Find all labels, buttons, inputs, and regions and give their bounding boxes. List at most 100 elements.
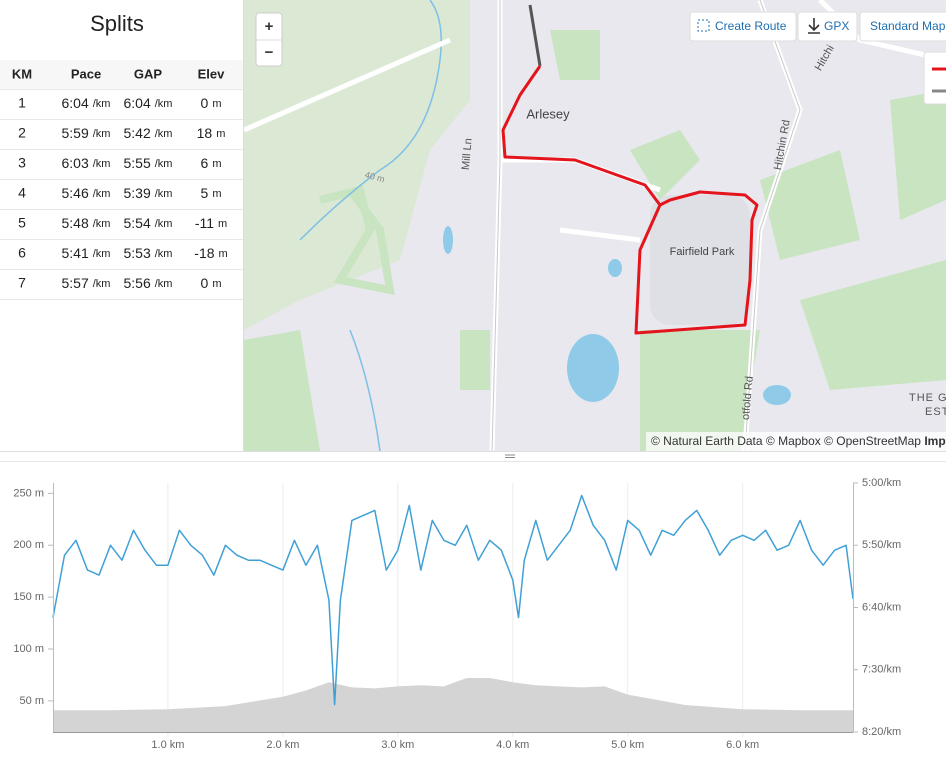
split-value: 5:41 [62,245,89,261]
split-unit: m [212,188,221,200]
y2-tick-label: 5:00/km [862,477,901,489]
map-label: otfold Rd [740,376,756,421]
y-tick-label: 50 m [20,695,44,707]
pace-line [52,494,854,706]
split-unit: /km [93,278,111,290]
x-tick-label: 6.0 km [726,739,759,751]
split-km: 3 [18,155,26,171]
map-label: THE G [909,392,946,404]
split-unit: /km [93,218,111,230]
split-pace: 5:57/km [62,275,111,291]
legend-box [923,51,946,105]
button-label[interactable]: GPX [824,19,849,33]
column-header: Pace [71,66,101,81]
map-route-start [528,4,542,67]
icon [808,18,820,34]
split-value: -11 [195,215,214,231]
split-gap: 5:54/km [124,215,173,231]
split-km: 7 [18,275,26,291]
zoom-in[interactable]: + [265,18,274,35]
x-tick-label: 4.0 km [496,739,529,751]
split-value: 5:48 [62,215,89,231]
split-pace: 6:04/km [62,95,111,111]
split-km: 4 [18,185,26,201]
split-value: 5 [201,185,209,201]
split-unit: m [219,248,228,260]
split-unit: m [212,98,221,110]
x-tick-label: 3.0 km [381,739,414,751]
split-km: 5 [18,215,26,231]
split-value: 5:55 [124,155,151,171]
split-unit: /km [155,278,173,290]
map-label: Arlesey [526,106,570,121]
split-unit: m [216,128,225,140]
attribution-link[interactable]: Imp [924,434,945,448]
table-header [0,60,243,90]
split-elev: -11 m [195,215,227,231]
split-gap: 5:53/km [124,245,173,261]
map-greenery [244,30,946,451]
split-value: 6:04 [124,95,151,111]
split-gap: 5:42/km [124,125,173,141]
map-field [244,0,470,330]
split-km: 2 [18,125,26,141]
y-tick-label: 150 m [13,591,44,603]
icon [697,19,710,32]
y2-tick-label: 8:20/km [862,726,901,738]
map-label: EST [925,406,946,418]
split-pace: 5:46/km [62,185,111,201]
x-tick-label: 2.0 km [266,739,299,751]
create-route-button[interactable] [689,11,797,42]
split-unit: /km [155,158,173,170]
split-km: 1 [18,95,26,111]
split-elev: 18 m [197,125,226,141]
split-unit: /km [93,248,111,260]
button-label[interactable]: Standard Map [870,19,946,33]
y2-tick-label: 7:30/km [862,664,901,676]
x-tick-label: 5.0 km [611,739,644,751]
split-value: 0 [201,275,209,291]
split-value: -18 [194,245,214,261]
elevation-pace-chart: 1.0 km 2.0 km 3.0 km 4.0 km 5.0 km 6.0 km 50 m… [13,477,901,751]
map-lake [608,259,622,277]
column-header: GAP [134,66,163,81]
table-body: 1 6:04/km 6:04/km 0 m2 5:59/km 5:42/km 18 m3 6:03… [0,89,243,300]
split-value: 5:57 [62,275,89,291]
map-label: Mill Ln [460,138,475,171]
split-gap: 5:55/km [124,155,173,171]
split-gap: 5:56/km [124,275,173,291]
split-value: 5:59 [62,125,89,141]
button-label[interactable]: Create Route [715,19,787,33]
split-value: 5:46 [62,185,89,201]
split-unit: /km [93,128,111,140]
map-road-edge [491,0,801,452]
split-pace: 6:03/km [62,155,111,171]
split-unit: /km [155,98,173,110]
map-route [501,65,759,335]
column-header: Elev [198,66,226,81]
splits-title: Splits [90,11,144,36]
split-value: 5:53 [124,245,151,261]
split-unit: /km [155,128,173,140]
attribution-text: © Natural Earth Data © Mapbox © OpenStre… [651,434,921,448]
map-type-button[interactable] [859,11,946,42]
split-unit: /km [93,158,111,170]
resize-handle[interactable] [505,454,515,458]
y2-tick-label: 5:50/km [862,539,901,551]
map-estate [650,195,750,325]
resize-bar[interactable] [0,451,946,462]
column-header: KM [12,66,32,81]
x-tick-label: 1.0 km [151,739,184,751]
map[interactable]: Arlesey Fairfield Park Hitchin Rd Mill L… [242,0,946,452]
split-value: 0 [201,95,209,111]
split-unit: /km [93,98,111,110]
y-tick-label: 200 m [13,539,44,551]
zoom-out[interactable]: − [265,44,274,61]
split-unit: m [218,218,227,230]
split-value: 6:04 [62,95,89,111]
